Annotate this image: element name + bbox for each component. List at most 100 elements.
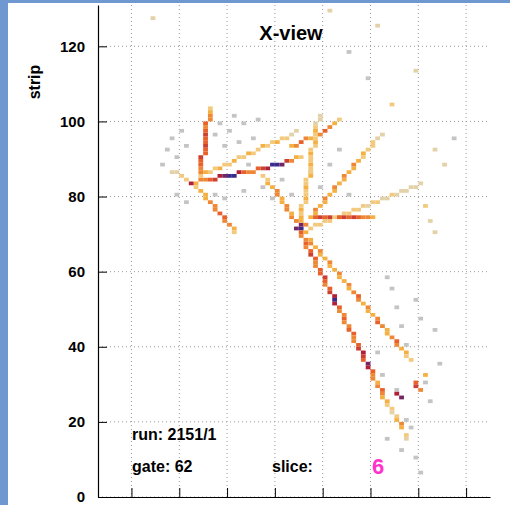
annotation: run: 2151/1 [132,426,217,443]
hit-cell [289,193,294,197]
hit-cell [194,185,199,189]
hit-cell [375,351,380,355]
hit-cell [385,275,390,279]
hit-cell [304,193,309,197]
hit-cell [366,362,371,366]
hit-cell [203,178,208,182]
hit-cell [356,215,361,219]
hit-cell [380,324,385,328]
y-tick: 80 [68,188,107,205]
hit-cell [361,155,366,159]
hit-cell [289,215,294,219]
hit-cell [370,200,375,204]
y-axis: 020406080100120 [60,6,107,505]
hit-cell [375,24,380,28]
hit-cell [337,305,342,309]
hit-cell [304,242,309,246]
hit-cell [270,197,275,201]
hit-cell [318,185,323,189]
x-tick [179,488,180,497]
hit-cell [198,174,203,178]
hit-cell [351,208,356,212]
hit-cell [385,437,390,441]
y-tick-label: 0 [77,488,85,505]
grid-line-x [227,5,228,497]
y-tick: 100 [60,113,107,130]
hit-cell [222,144,227,148]
chart-svg: 020406080100120X-viewstriprun: 2151/1gat… [0,0,510,505]
hit-cell [337,309,342,313]
hit-cell [380,392,385,396]
chart-title: X-view [259,22,323,44]
hit-cell [299,227,304,231]
grid-line-y [98,271,490,272]
hit-cell [308,170,313,174]
hit-cell [222,197,227,201]
hit-cell [428,399,433,403]
hit-cell [165,148,170,152]
hit-cell [351,215,356,219]
hit-cell [251,170,256,174]
hit-cell [198,178,203,182]
hit-cell [270,185,275,189]
hit-cell [323,215,328,219]
hit-cell [327,219,332,223]
hit-cell [203,140,208,144]
hit-cell [304,189,309,193]
x-tick-mark [227,488,228,497]
hit-cell [366,215,371,219]
hit-cell [313,140,318,144]
hit-cell [232,174,237,178]
hit-cell [227,223,232,227]
hit-cell [347,215,352,219]
x-tick [227,488,228,497]
hit-cell [351,336,356,340]
hit-cell [332,121,337,125]
hit-cell [351,166,356,170]
hit-cell [380,388,385,392]
y-tick-label: 120 [60,38,85,55]
hit-cell [241,170,246,174]
hit-cell [198,155,203,159]
hit-cell [423,204,428,208]
hit-cell [184,178,189,182]
hit-cell [299,208,304,212]
hit-cell [294,227,299,231]
hit-cell [347,50,352,54]
hit-cell [203,125,208,129]
hit-cell [361,204,366,208]
hit-cell [256,166,261,170]
hit-cell [227,174,232,178]
hit-cell [299,215,304,219]
y-axis-line [98,6,99,498]
hit-cell [203,129,208,133]
hit-cell [170,170,175,174]
hit-cell [342,178,347,182]
grid-line-x [179,5,180,497]
x-tick-mark [466,488,467,497]
y-tick-label: 40 [68,338,85,355]
hit-cell [404,433,409,437]
hit-cell [337,215,342,219]
grid-line-x [418,5,419,497]
hit-cell [198,166,203,170]
hit-cell [256,148,261,152]
hit-cell [394,193,399,197]
hit-cell [399,189,404,193]
hit-cell [399,324,404,328]
hit-cell [218,212,223,216]
hit-cell [270,140,275,144]
hit-cell [385,399,390,403]
hit-cell [313,264,318,268]
hit-cell [222,163,227,167]
hit-cell [275,140,280,144]
hit-cell [323,283,328,287]
hit-cell [361,358,366,362]
x-tick [370,488,371,497]
hit-cell [337,118,342,122]
hit-cell [280,178,285,182]
hit-cell [318,253,323,257]
hit-cell [275,193,280,197]
hit-cell [332,298,337,302]
x-tick-mark [370,488,371,497]
